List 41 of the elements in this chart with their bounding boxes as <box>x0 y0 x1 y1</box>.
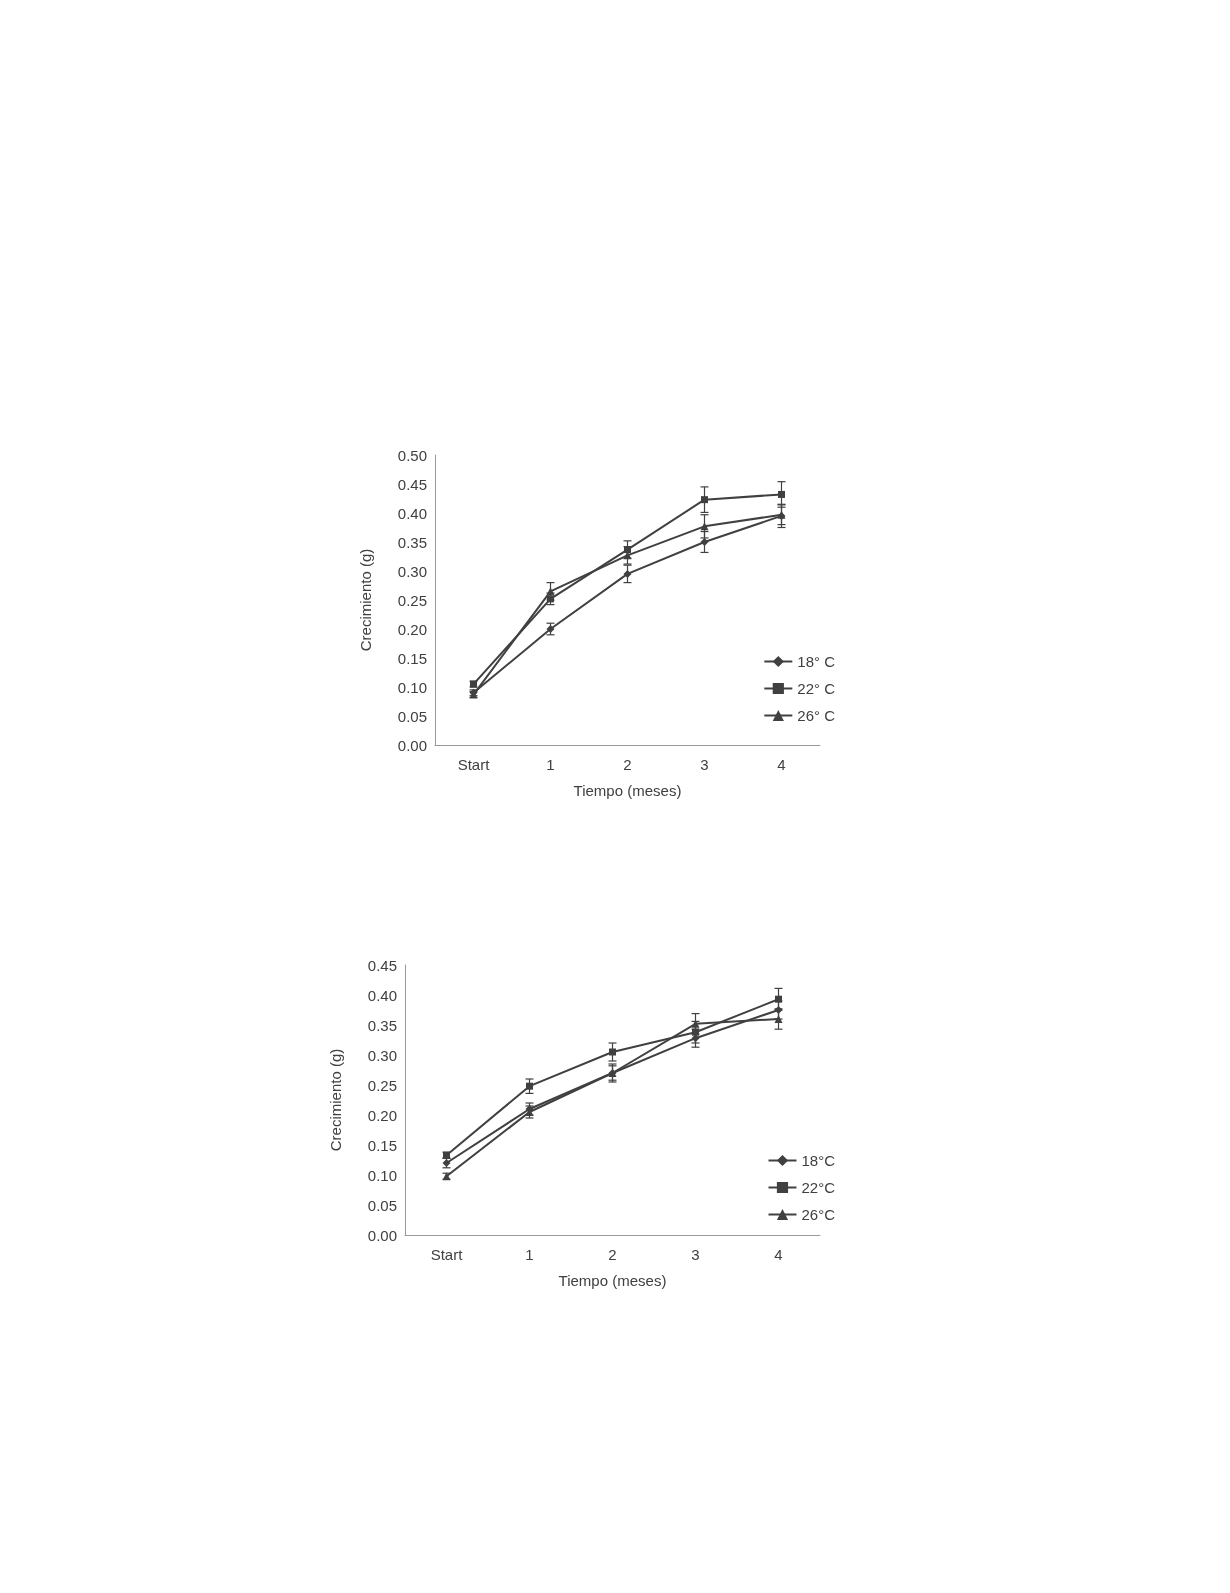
y-tick-label: 0.35 <box>367 1016 397 1034</box>
y-tick-label: 0.50 <box>397 446 427 464</box>
y-tick-label: 0.10 <box>367 1166 397 1184</box>
y-tick-label: 0.00 <box>367 1226 397 1244</box>
y-tick-label: 0.10 <box>397 678 427 696</box>
y-tick-label: 0.15 <box>397 649 427 667</box>
y-tick-label: 0.45 <box>397 475 427 493</box>
y-axis-title: Crecimiento (g) <box>357 548 374 652</box>
y-axis-title: Crecimiento (g) <box>327 1048 344 1152</box>
x-tick-label: 4 <box>777 756 786 773</box>
y-tick-label: 0.05 <box>367 1196 397 1214</box>
y-tick-label: 0.45 <box>367 956 397 974</box>
x-tick-label: 1 <box>525 1246 534 1263</box>
x-tick-label: 3 <box>691 1246 700 1263</box>
legend-label: 22° C <box>797 680 836 697</box>
y-tick-label: 0.25 <box>397 591 427 609</box>
y-tick-label: 0.20 <box>367 1106 397 1124</box>
y-tick-label: 0.35 <box>397 533 427 551</box>
y-tick-label: 0.20 <box>397 620 427 638</box>
x-tick-label: 2 <box>623 756 632 773</box>
x-tick-label: 2 <box>608 1246 617 1263</box>
legend-label: 26°C <box>801 1206 836 1223</box>
x-axis-title: Tiempo (meses) <box>573 782 682 799</box>
y-tick-label: 0.30 <box>397 562 427 580</box>
x-tick-label: 1 <box>546 756 555 773</box>
y-tick-label: 0.40 <box>397 504 427 522</box>
legend-label: 18° C <box>797 653 836 670</box>
legend-label: 26° C <box>797 707 836 724</box>
x-tick-label: Start <box>430 1246 464 1263</box>
y-tick-label: 0.40 <box>367 986 397 1004</box>
y-tick-label: 0.30 <box>367 1046 397 1064</box>
x-tick-label: 4 <box>774 1246 783 1263</box>
y-tick-label: 0.00 <box>397 736 427 754</box>
legend-label: 18°C <box>801 1152 836 1169</box>
x-tick-label: 3 <box>700 756 709 773</box>
y-tick-label: 0.05 <box>397 707 427 725</box>
y-tick-label: 0.25 <box>367 1076 397 1094</box>
y-tick-label: 0.15 <box>367 1136 397 1154</box>
x-axis-title: Tiempo (meses) <box>558 1272 667 1289</box>
legend-label: 22°C <box>801 1179 836 1196</box>
x-tick-label: Start <box>457 756 491 773</box>
